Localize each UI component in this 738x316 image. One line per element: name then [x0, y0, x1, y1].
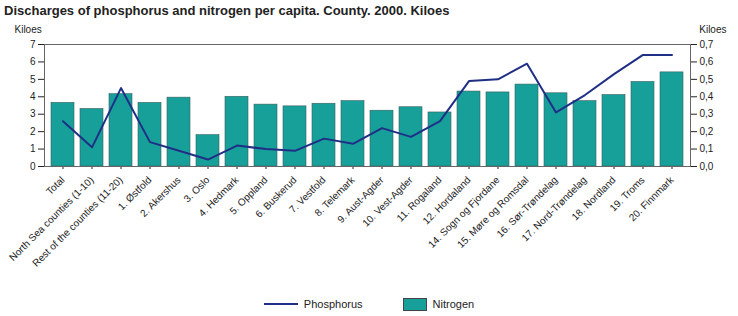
svg-text:0,3: 0,3: [700, 108, 714, 119]
svg-text:4: 4: [30, 91, 36, 102]
svg-text:0: 0: [30, 161, 36, 172]
svg-text:0,4: 0,4: [700, 91, 714, 102]
svg-text:11. Rogaland: 11. Rogaland: [394, 174, 444, 224]
svg-text:19. Troms: 19. Troms: [607, 174, 647, 214]
svg-text:3: 3: [30, 108, 36, 119]
svg-text:Total: Total: [44, 174, 67, 197]
svg-text:2: 2: [30, 126, 36, 137]
svg-text:4. Hedmark: 4. Hedmark: [196, 174, 241, 219]
svg-text:0,0: 0,0: [700, 161, 714, 172]
svg-text:7: 7: [30, 39, 36, 50]
svg-text:0,1: 0,1: [700, 143, 714, 154]
svg-text:Kiloes: Kiloes: [15, 24, 42, 35]
svg-text:15. Møre og Romsdal: 15. Møre og Romsdal: [454, 174, 531, 250]
svg-text:0,2: 0,2: [700, 126, 714, 137]
svg-text:5: 5: [30, 74, 36, 85]
svg-text:18. Nordland: 18. Nordland: [569, 174, 617, 222]
svg-text:12. Hordaland: 12. Hordaland: [420, 174, 473, 227]
svg-text:Rest of the counties (11-20): Rest of the counties (11-20): [30, 174, 125, 269]
svg-text:North Sea counties (1-10): North Sea counties (1-10): [6, 174, 96, 263]
svg-text:1: 1: [30, 143, 36, 154]
svg-text:2. Akershus: 2. Akershus: [138, 174, 183, 219]
svg-text:6: 6: [30, 56, 36, 67]
svg-text:20. Finnmark: 20. Finnmark: [627, 174, 677, 224]
svg-text:0,7: 0,7: [700, 39, 714, 50]
svg-text:0,5: 0,5: [700, 74, 714, 85]
svg-text:7. Vestfold: 7. Vestfold: [286, 174, 328, 215]
svg-text:6. Buskerud: 6. Buskerud: [253, 174, 299, 220]
svg-text:1. Østfold: 1. Østfold: [115, 174, 154, 213]
html-text:Phosphorus: Phosphorus: [303, 298, 363, 310]
html-text:Nitrogen: Nitrogen: [432, 298, 475, 310]
html-text:Discharges of phosphorus and n: Discharges of phosphorus and nitrogen pe…: [4, 3, 450, 18]
svg-text:14. Sogn og Fjordane: 14. Sogn og Fjordane: [425, 174, 502, 250]
svg-text:3. Oslo: 3. Oslo: [181, 174, 212, 205]
svg-text:Kiloes: Kiloes: [699, 24, 726, 35]
svg-text:17. Nord-Trøndelag: 17. Nord-Trøndelag: [519, 174, 589, 244]
svg-text:10. Vest-Agder: 10. Vest-Agder: [360, 174, 415, 229]
svg-text:0,6: 0,6: [700, 56, 714, 67]
svg-text:5. Oppland: 5. Oppland: [227, 174, 270, 217]
svg-text:8. Telemark: 8. Telemark: [312, 174, 357, 219]
svg-text:16. Sør-Trøndelag: 16. Sør-Trøndelag: [494, 174, 560, 240]
svg-text:9. Aust-Agder: 9. Aust-Agder: [335, 174, 386, 225]
